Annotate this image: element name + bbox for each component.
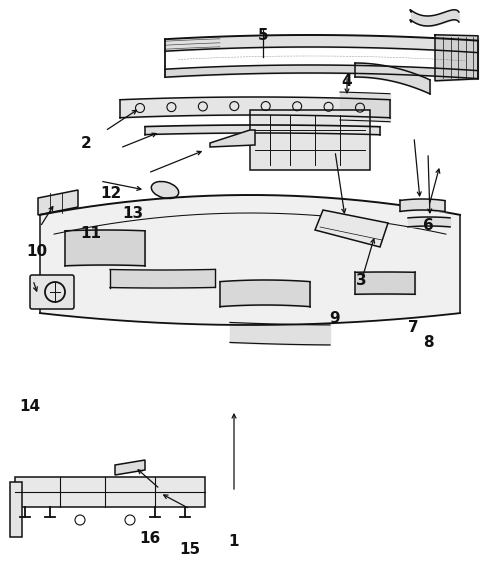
- Bar: [250, 110, 370, 170]
- Text: 7: 7: [408, 320, 419, 335]
- Text: 16: 16: [139, 531, 161, 546]
- FancyBboxPatch shape: [30, 275, 74, 309]
- Text: 14: 14: [19, 399, 40, 414]
- Text: 3: 3: [356, 273, 367, 288]
- Text: 10: 10: [27, 244, 47, 259]
- Text: 8: 8: [423, 335, 433, 350]
- Text: 1: 1: [228, 534, 239, 549]
- Text: 12: 12: [100, 185, 122, 201]
- Polygon shape: [210, 130, 255, 147]
- Text: 15: 15: [179, 542, 200, 558]
- Text: 11: 11: [81, 226, 101, 242]
- Text: 9: 9: [329, 311, 340, 326]
- Bar: [10, 482, 22, 537]
- Text: 13: 13: [123, 206, 143, 221]
- Text: 2: 2: [81, 136, 92, 151]
- Text: 4: 4: [341, 74, 352, 90]
- Bar: [15, 477, 205, 507]
- Polygon shape: [315, 210, 388, 247]
- Text: 6: 6: [423, 218, 433, 233]
- Polygon shape: [115, 460, 145, 475]
- Polygon shape: [38, 190, 78, 215]
- Text: 5: 5: [258, 27, 269, 43]
- Ellipse shape: [152, 181, 179, 198]
